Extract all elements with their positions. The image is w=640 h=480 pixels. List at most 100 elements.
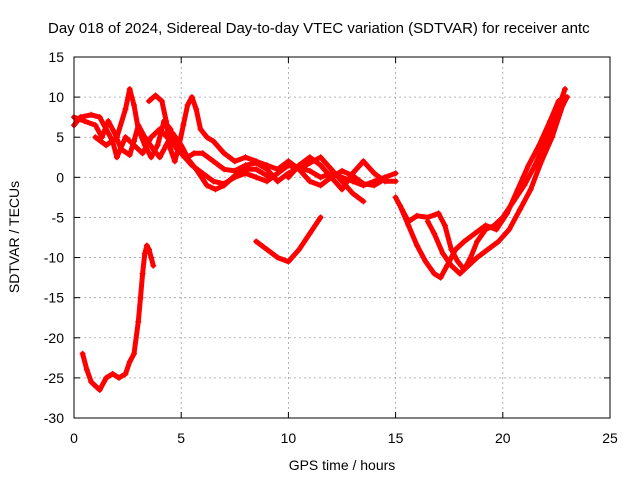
- data-point: [83, 366, 90, 373]
- data-point: [148, 134, 155, 141]
- y-axis-label: SDTVAR / TECUs: [6, 181, 22, 293]
- data-point: [555, 98, 562, 105]
- data-point: [531, 162, 538, 169]
- data-point: [263, 246, 270, 253]
- data-point: [317, 174, 324, 181]
- data-point: [285, 258, 292, 265]
- data-point: [193, 166, 200, 173]
- y-tick-label: 10: [48, 89, 64, 105]
- data-point: [210, 178, 217, 185]
- data-point: [414, 212, 421, 219]
- data-point: [199, 150, 206, 157]
- data-point: [274, 254, 281, 261]
- data-point: [221, 166, 228, 173]
- data-point: [92, 382, 99, 389]
- data-point: [306, 154, 313, 161]
- data-point: [414, 242, 421, 249]
- x-tick-label: 0: [70, 430, 78, 446]
- data-point: [392, 170, 399, 177]
- data-point: [126, 358, 133, 365]
- data-point: [122, 106, 129, 113]
- data-point: [221, 150, 228, 157]
- data-point: [141, 250, 148, 257]
- y-tick-label: 0: [56, 169, 64, 185]
- data-point: [105, 118, 112, 125]
- data-point: [349, 178, 356, 185]
- data-point: [203, 134, 210, 141]
- data-point: [285, 174, 292, 181]
- data-point: [525, 162, 532, 169]
- data-point: [141, 142, 148, 149]
- data-point: [77, 114, 84, 121]
- data-point: [137, 294, 144, 301]
- data-point: [92, 134, 99, 141]
- y-tick-label: -30: [44, 410, 64, 426]
- data-point: [135, 318, 142, 325]
- data-point: [126, 151, 133, 158]
- data-point: [253, 238, 260, 245]
- data-point: [339, 167, 345, 174]
- data-point: [212, 186, 219, 193]
- data-point: [191, 150, 198, 157]
- data-point: [339, 186, 345, 193]
- data-point: [454, 258, 461, 265]
- data-point: [559, 102, 566, 109]
- series-trace: [425, 94, 570, 277]
- data-point: [439, 250, 446, 257]
- data-point: [474, 254, 481, 261]
- data-point: [495, 238, 502, 245]
- data-series: [71, 86, 571, 393]
- data-point: [514, 186, 521, 193]
- data-point: [122, 370, 129, 377]
- data-point: [296, 246, 303, 253]
- data-point: [437, 274, 444, 281]
- data-point: [113, 134, 120, 141]
- data-point: [96, 386, 103, 393]
- series-sat-e: [285, 154, 399, 193]
- data-point: [131, 350, 138, 357]
- data-point: [231, 172, 238, 179]
- data-point: [317, 182, 324, 189]
- data-point: [116, 374, 123, 381]
- data-point: [92, 122, 99, 129]
- data-point: [146, 246, 153, 253]
- data-point: [242, 166, 249, 173]
- series-trace: [253, 214, 324, 265]
- data-point: [180, 122, 187, 129]
- data-point: [461, 238, 468, 245]
- data-point: [317, 154, 324, 161]
- data-point: [231, 158, 238, 165]
- data-point: [156, 154, 163, 161]
- data-point: [88, 111, 95, 118]
- data-point: [306, 159, 313, 166]
- data-point: [527, 186, 534, 193]
- data-point: [188, 94, 195, 101]
- data-point: [109, 370, 116, 377]
- data-point: [139, 150, 146, 157]
- data-point: [148, 154, 155, 161]
- data-point: [152, 92, 159, 99]
- data-point: [296, 162, 303, 169]
- data-point: [263, 178, 270, 185]
- data-point: [371, 170, 378, 177]
- series-sat-f: [253, 214, 324, 265]
- data-point: [103, 374, 110, 381]
- chart-title: Day 018 of 2024, Sidereal Day-to-day VTE…: [48, 20, 590, 37]
- data-point: [96, 114, 103, 121]
- data-point: [253, 166, 260, 173]
- data-point: [538, 158, 545, 165]
- data-point: [396, 202, 403, 209]
- data-point: [79, 350, 86, 357]
- data-point: [471, 230, 478, 237]
- x-tick-label: 5: [177, 430, 185, 446]
- series-sat-c: [92, 86, 270, 193]
- data-point: [210, 158, 217, 165]
- data-point: [88, 378, 95, 385]
- data-point: [197, 126, 204, 133]
- data-point: [474, 238, 481, 245]
- y-tick-label: -10: [44, 250, 64, 266]
- data-point: [306, 230, 313, 237]
- data-point: [381, 178, 388, 185]
- data-point: [328, 174, 335, 181]
